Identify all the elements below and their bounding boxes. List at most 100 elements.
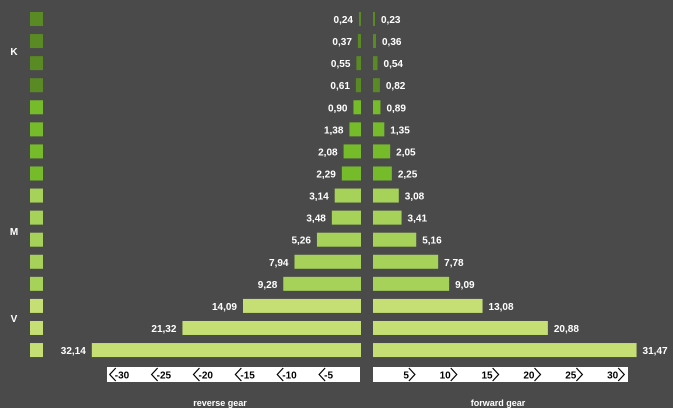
- gear-indicator: [30, 34, 43, 49]
- forward-value-label: 20,88: [554, 324, 579, 335]
- forward-bar: [373, 166, 392, 181]
- left-tick-chevron: [150, 367, 159, 382]
- reverse-bar: [331, 210, 361, 225]
- reverse-bar: [353, 100, 361, 115]
- forward-value-label: 3,08: [405, 192, 425, 203]
- forward-value-label: 3,41: [408, 214, 428, 225]
- right-tick-label: 20: [523, 371, 535, 382]
- forward-value-label: 9,09: [455, 280, 475, 291]
- left-tick-label: -20: [199, 371, 214, 382]
- forward-value-label: 7,78: [444, 258, 464, 269]
- reverse-bar: [341, 166, 361, 181]
- forward-value-label: 31,47: [643, 346, 668, 357]
- forward-value-label: 2,25: [398, 169, 418, 180]
- left-tick-label: -5: [324, 371, 333, 382]
- forward-bar: [373, 78, 380, 93]
- reverse-bar: [355, 78, 361, 93]
- gear-indicator: [30, 210, 43, 225]
- gear-indicator: [30, 56, 43, 71]
- gear-indicator: [30, 166, 43, 181]
- right-tick-label: 30: [607, 371, 619, 382]
- right-tick-label: 15: [482, 371, 494, 382]
- forward-value-label: 0,23: [381, 15, 401, 26]
- gear-indicator: [30, 276, 43, 291]
- forward-bar: [373, 298, 483, 313]
- right-tick-chevron: [617, 367, 626, 382]
- forward-value-label: 2,05: [396, 147, 416, 158]
- forward-bar: [373, 144, 391, 159]
- right-tick-chevron: [575, 367, 584, 382]
- reverse-value-label: 0,55: [331, 59, 351, 70]
- reverse-bar: [334, 188, 361, 203]
- gear-indicator: [30, 78, 43, 93]
- reverse-bar: [182, 320, 361, 335]
- reverse-bar: [91, 343, 361, 358]
- right-tick-label: 10: [440, 371, 452, 382]
- gear-indicator: [30, 320, 43, 335]
- right-tick-label: 25: [565, 371, 577, 382]
- gear-indicator: [30, 188, 43, 203]
- gear-indicator: [30, 232, 43, 247]
- reverse-value-label: 0,90: [328, 103, 348, 114]
- gear-indicator: [30, 254, 43, 269]
- gear-indicator: [30, 144, 43, 159]
- right-tick-chevron: [408, 367, 416, 382]
- gear-indicator: [30, 12, 43, 26]
- reverse-value-label: 2,08: [318, 147, 338, 158]
- forward-bar: [373, 276, 450, 291]
- left-tick-label: -15: [240, 371, 255, 382]
- forward-bar: [373, 122, 385, 137]
- forward-bar: [373, 100, 381, 115]
- forward-bar: [373, 12, 375, 26]
- reverse-bar: [242, 298, 361, 313]
- reverse-value-label: 3,14: [309, 192, 329, 203]
- reverse-value-label: 7,94: [269, 258, 289, 269]
- right-tick-chevron: [534, 367, 542, 382]
- group-label-k: K: [10, 47, 18, 58]
- left-tick-chevron: [192, 367, 200, 382]
- reverse-value-label: 1,38: [324, 125, 344, 136]
- reverse-value-label: 0,61: [330, 81, 350, 92]
- forward-value-label: 0,89: [386, 103, 406, 114]
- forward-bar: [373, 343, 637, 358]
- reverse-bar: [343, 144, 361, 159]
- reverse-value-label: 9,28: [258, 280, 278, 291]
- forward-bar: [373, 34, 377, 49]
- left-tick-chevron: [234, 367, 242, 382]
- reverse-bar: [358, 12, 361, 26]
- left-tick-chevron: [108, 367, 117, 382]
- reverse-bar: [356, 56, 361, 71]
- reverse-bar: [294, 254, 361, 269]
- right-axis-box: [373, 367, 628, 382]
- reverse-value-label: 5,26: [291, 236, 311, 247]
- forward-value-label: 0,82: [386, 81, 406, 92]
- reverse-value-label: 0,24: [334, 15, 354, 26]
- forward-bar: [373, 56, 378, 71]
- gear-indicator: [30, 100, 43, 115]
- reverse-value-label: 3,48: [306, 214, 326, 225]
- forward-value-label: 0,54: [384, 59, 404, 70]
- left-tick-label: -25: [157, 371, 172, 382]
- gear-indicator: [30, 298, 43, 313]
- reverse-value-label: 21,32: [151, 324, 176, 335]
- reverse-bar: [349, 122, 361, 137]
- left-tick-label: -30: [115, 371, 130, 382]
- gear-indicator: [30, 122, 43, 137]
- left-tick-chevron: [276, 367, 284, 382]
- right-tick-chevron: [450, 367, 458, 382]
- reverse-value-label: 14,09: [212, 302, 237, 313]
- left-tick-chevron: [318, 367, 326, 382]
- forward-bar: [373, 188, 399, 203]
- forward-value-label: 13,08: [489, 302, 514, 313]
- right-axis-title: forward gear: [471, 398, 526, 408]
- forward-value-label: 1,35: [390, 125, 410, 136]
- reverse-bar: [283, 276, 361, 291]
- forward-value-label: 0,36: [382, 37, 402, 48]
- forward-bar: [373, 320, 548, 335]
- group-label-m: M: [10, 227, 18, 238]
- forward-bar: [373, 254, 439, 269]
- gear-indicator: [30, 343, 43, 358]
- reverse-value-label: 2,29: [316, 169, 336, 180]
- right-tick-label: 5: [403, 371, 409, 382]
